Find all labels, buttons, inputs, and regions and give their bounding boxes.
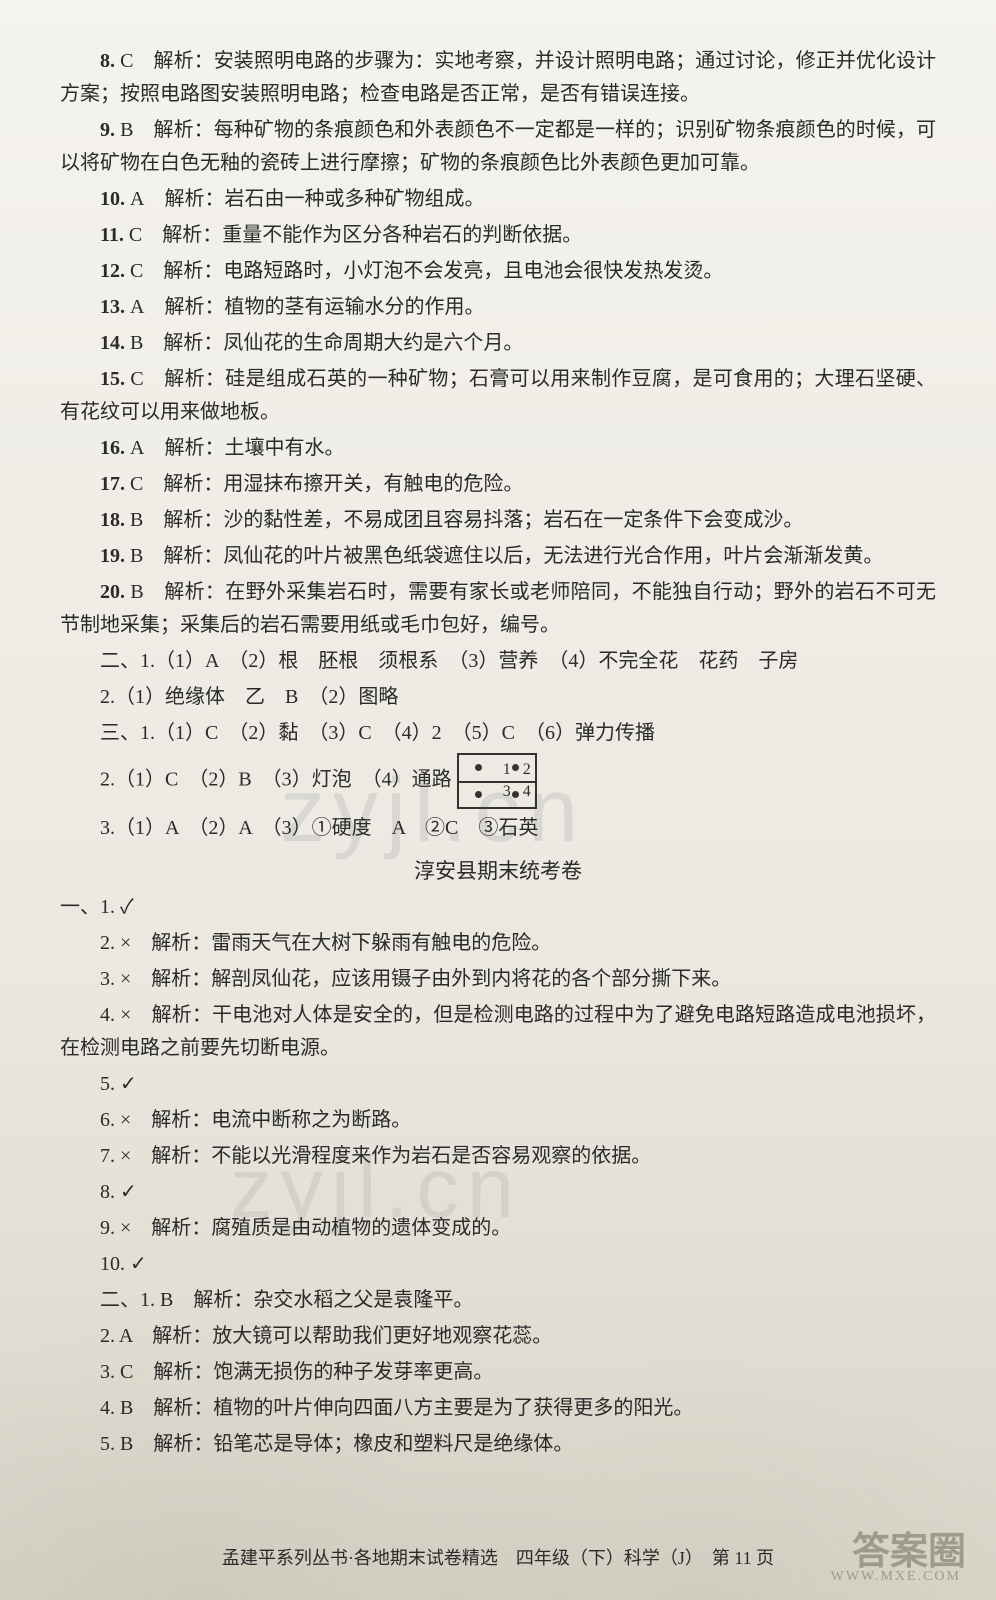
question-9: 9. B 解析：每种矿物的条痕颜色和外表颜色不一定都是一样的；识别矿物条痕颜色的… [60, 114, 936, 180]
circuit-label-4: 4 [483, 779, 531, 805]
section3-line-10: 二、1. B 解析：杂交水稻之父是袁隆平。 [60, 1284, 936, 1317]
question-18: 18. B 解析：沙的黏性差，不易成团且容易抖落；岩石在一定条件下会变成沙。 [60, 504, 936, 537]
section2-line4: 2.（1）C （2）B （3）灯泡 （4）通路 1 2 3 4 [60, 753, 936, 809]
question-15: 15. C 解析：硅是组成石英的一种矿物；石膏可以用来制作豆腐，是可食用的；大理… [60, 363, 936, 429]
question-12: 12. C 解析：电路短路时，小灯泡不会发亮，且电池会很快发热发烫。 [60, 255, 936, 288]
question-19: 19. B 解析：凤仙花的叶片被黑色纸袋遮住以后，无法进行光合作用，叶片会渐渐发… [60, 540, 936, 573]
section3-line-1: 2. × 解析：雷雨天气在大树下躲雨有触电的危险。 [60, 927, 936, 960]
section3-line-2: 3. × 解析：解剖凤仙花，应该用镊子由外到内将花的各个部分撕下来。 [60, 963, 936, 996]
question-10: 10. A 解析：岩石由一种或多种矿物组成。 [60, 183, 936, 216]
question-17: 17. C 解析：用湿抹布擦开关，有触电的危险。 [60, 468, 936, 501]
section2-line1: 二、1.（1）A （2）根 胚根 须根系 （3）营养 （4）不完全花 花药 子房 [60, 645, 936, 678]
section2-line5: 3.（1）A （2）A （3）①硬度 A ②C ③石英 [60, 812, 936, 845]
section3-line-12: 3. C 解析：饱满无损伤的种子发芽率更高。 [60, 1356, 936, 1389]
question-11: 11. C 解析：重量不能作为区分各种岩石的判断依据。 [60, 219, 936, 252]
section3-line-3: 4. × 解析：干电池对人体是安全的，但是检测电路的过程中为了避免电路短路造成电… [60, 999, 936, 1065]
corner-logo: 答案圈 [852, 1520, 966, 1575]
section3-line-5: 6. × 解析：电流中断称之为断路。 [60, 1104, 936, 1137]
section3-line-9: 10. ✓ [60, 1248, 936, 1281]
page-content: 8. C 解析：安装照明电路的步骤为：实地考察，并设计照明电路；通过讨论，修正并… [60, 45, 936, 1461]
corner-sub: WWW.MXE.COM [831, 1569, 961, 1585]
section3-line-14: 5. B 解析：铅笔芯是导体；橡皮和塑料尺是绝缘体。 [60, 1428, 936, 1461]
exam-title: 淳安县期末统考卷 [60, 855, 936, 885]
section3-line-0: 一、1. ✓ [60, 891, 936, 924]
section3-line-7: 8. ✓ [60, 1176, 936, 1209]
question-14: 14. B 解析：凤仙花的生命周期大约是六个月。 [60, 327, 936, 360]
section3-line-8: 9. × 解析：腐殖质是由动植物的遗体变成的。 [60, 1212, 936, 1245]
section2-line4-text: 2.（1）C （2）B （3）灯泡 （4）通路 [100, 769, 452, 791]
section3-line-6: 7. × 解析：不能以光滑程度来作为岩石是否容易观察的依据。 [60, 1140, 936, 1173]
section2-line3: 三、1.（1）C （2）黏 （3）C （4）2 （5）C （6）弹力传播 [60, 717, 936, 750]
question-8: 8. C 解析：安装照明电路的步骤为：实地考察，并设计照明电路；通过讨论，修正并… [60, 45, 936, 111]
page-footer: 孟建平系列丛书·各地期末试卷精选 四年级（下）科学（J） 第 11 页 [0, 1544, 996, 1570]
circuit-diagram: 1 2 3 4 [457, 753, 537, 809]
section3-line-13: 4. B 解析：植物的叶片伸向四面八方主要是为了获得更多的阳光。 [60, 1392, 936, 1425]
question-20: 20. B 解析：在野外采集岩石时，需要有家长或老师陪同，不能独自行动；野外的岩… [60, 576, 936, 642]
section2-line2: 2.（1）绝缘体 乙 B （2）图略 [60, 681, 936, 714]
question-16: 16. A 解析：土壤中有水。 [60, 432, 936, 465]
section3-line-4: 5. ✓ [60, 1068, 936, 1101]
section3-line-11: 2. A 解析：放大镜可以帮助我们更好地观察花蕊。 [60, 1320, 936, 1353]
question-13: 13. A 解析：植物的茎有运输水分的作用。 [60, 291, 936, 324]
